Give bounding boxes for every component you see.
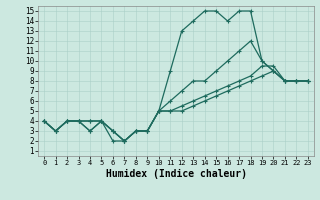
X-axis label: Humidex (Indice chaleur): Humidex (Indice chaleur) xyxy=(106,169,246,179)
